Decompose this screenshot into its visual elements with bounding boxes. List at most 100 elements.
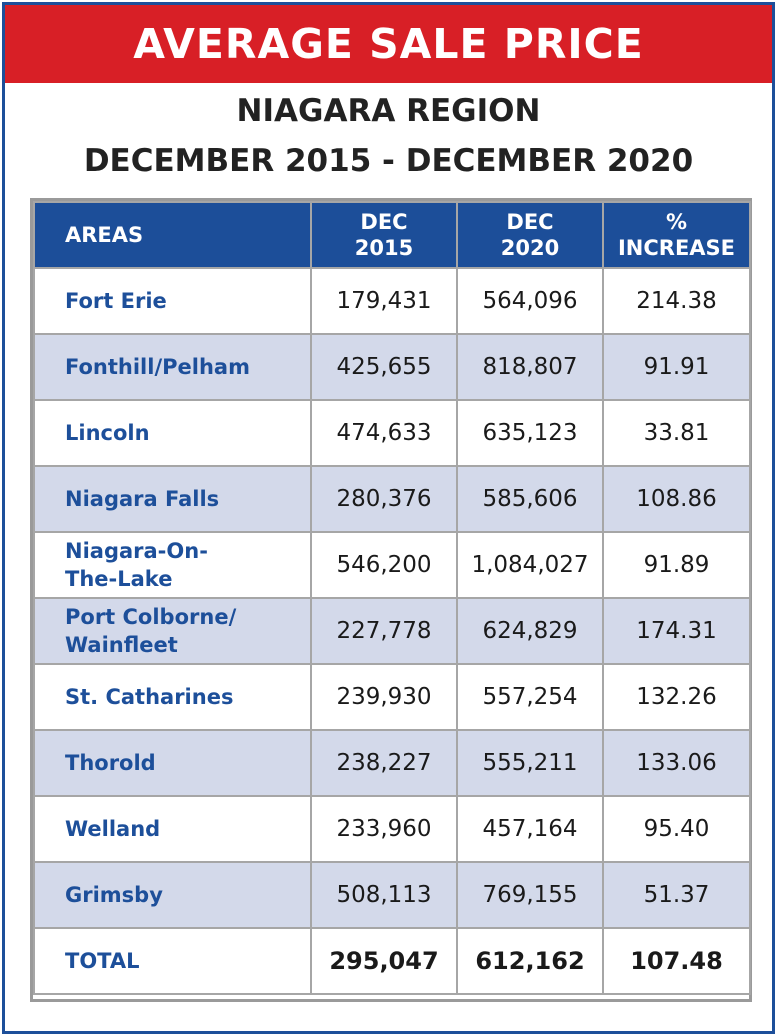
percent-increase-value: 214.38 (636, 288, 717, 314)
price-table: AREAS DEC 2015 DEC 2020 % INCREASE (33, 201, 751, 995)
dec-2015-value-cell: 233,960 (310, 795, 458, 863)
dec-2015-value-cell: 239,930 (310, 663, 458, 731)
dec-2015-value: 239,930 (336, 684, 432, 710)
title-banner: AVERAGE SALE PRICE (5, 5, 772, 83)
dec-2020-value-cell: 612,162 (456, 927, 604, 995)
dec-2020-value: 457,164 (482, 816, 578, 842)
area-name: Niagara-On- (65, 539, 208, 563)
percent-increase-value-cell: 174.31 (602, 597, 751, 665)
dec-2015-value: 474,633 (336, 420, 432, 446)
table-row: Lincoln 474,633 635,123 33.81 (33, 399, 751, 467)
percent-increase-value: 91.91 (643, 354, 710, 380)
area-name-cell: Lincoln (33, 399, 312, 467)
area-name-cell: Thorold (33, 729, 312, 797)
dec-2015-value: 238,227 (336, 750, 432, 776)
area-name-cell: Niagara-On- The-Lake (33, 531, 312, 599)
dec-2015-value-cell: 238,227 (310, 729, 458, 797)
percent-increase-value-cell: 51.37 (602, 861, 751, 929)
area-name: Wainfleet (65, 633, 178, 657)
header-areas-label: AREAS (65, 223, 144, 247)
area-name-cell: Fonthill/Pelham (33, 333, 312, 401)
dec-2020-value: 635,123 (482, 420, 578, 446)
dec-2020-value-cell: 457,164 (456, 795, 604, 863)
subtitle-date-range: DECEMBER 2015 - DECEMBER 2020 (83, 143, 694, 179)
percent-increase-value-cell: 214.38 (602, 267, 751, 335)
dec-2020-value-cell: 564,096 (456, 267, 604, 335)
area-name-cell: Port Colborne/Wainfleet (33, 597, 312, 665)
table-total-row: TOTAL 295,047 612,162 107.48 (33, 927, 751, 995)
dec-2015-value-cell: 508,113 (310, 861, 458, 929)
area-name: Thorold (65, 751, 156, 775)
dec-2020-value: 612,162 (475, 947, 585, 975)
dec-2020-value-cell: 624,829 (456, 597, 604, 665)
percent-increase-value: 174.31 (636, 618, 717, 644)
dec-2020-value-cell: 1,084,027 (456, 531, 604, 599)
dec-2015-value: 280,376 (336, 486, 432, 512)
area-name: Port Colborne/ (65, 605, 237, 629)
header-line: 2020 (500, 236, 560, 260)
dec-2015-value: 425,655 (336, 354, 432, 380)
header-line: DEC (360, 210, 408, 234)
percent-increase-value-cell: 132.26 (602, 663, 751, 731)
table-row: Niagara Falls 280,376 585,606 108.86 (33, 465, 751, 533)
header-percent-increase: % INCREASE (602, 201, 751, 269)
area-name: Lincoln (65, 421, 150, 445)
dec-2020-value: 585,606 (482, 486, 578, 512)
percent-increase-value-cell: 91.89 (602, 531, 751, 599)
dec-2020-value: 564,096 (482, 288, 578, 314)
dec-2020-value: 1,084,027 (471, 552, 589, 578)
header-line: INCREASE (617, 236, 736, 260)
dec-2015-value-cell: 546,200 (310, 531, 458, 599)
dec-2015-value-cell: 280,376 (310, 465, 458, 533)
area-name-cell: Niagara Falls (33, 465, 312, 533)
table-row: Welland 233,960 457,164 95.40 (33, 795, 751, 863)
dec-2020-value: 818,807 (482, 354, 578, 380)
area-name-cell: Fort Erie (33, 267, 312, 335)
dec-2015-value: 179,431 (336, 288, 432, 314)
percent-increase-value: 107.48 (630, 947, 723, 975)
area-name-cell: Welland (33, 795, 312, 863)
table-body: Fort Erie 179,431 564,096 214.38 Fonthill/Pe… (33, 267, 751, 995)
table-row: Grimsby 508,113 769,155 51.37 (33, 861, 751, 929)
dec-2015-value: 546,200 (336, 552, 432, 578)
area-name: The-Lake (65, 567, 173, 591)
dec-2015-value-cell: 295,047 (310, 927, 458, 995)
dec-2015-value-cell: 425,655 (310, 333, 458, 401)
dec-2015-value-cell: 179,431 (310, 267, 458, 335)
area-name: TOTAL (65, 949, 140, 973)
area-name: Niagara Falls (65, 487, 220, 511)
percent-increase-value: 51.37 (643, 882, 710, 908)
dec-2015-value: 295,047 (329, 947, 439, 975)
percent-increase-value-cell: 91.91 (602, 333, 751, 401)
percent-increase-value: 91.89 (643, 552, 710, 578)
dec-2020-value-cell: 818,807 (456, 333, 604, 401)
dec-2015-value-cell: 474,633 (310, 399, 458, 467)
area-name: St. Catharines (65, 685, 234, 709)
table-header-row: AREAS DEC 2015 DEC 2020 % INCREASE (33, 201, 751, 269)
dec-2020-value: 624,829 (482, 618, 578, 644)
percent-increase-value-cell: 33.81 (602, 399, 751, 467)
table-row: Thorold 238,227 555,211 133.06 (33, 729, 751, 797)
table-row: St. Catharines 239,930 557,254 132.26 (33, 663, 751, 731)
dec-2020-value: 555,211 (482, 750, 578, 776)
area-name-cell: St. Catharines (33, 663, 312, 731)
area-name: Grimsby (65, 883, 163, 907)
dec-2015-value: 508,113 (336, 882, 432, 908)
dec-2020-value: 769,155 (482, 882, 578, 908)
subtitle-region: NIAGARA REGION (236, 93, 541, 129)
area-name: Fort Erie (65, 289, 167, 313)
area-name-cell: Grimsby (33, 861, 312, 929)
table-row: Fonthill/Pelham 425,655 818,807 91.91 (33, 333, 751, 401)
page-title: AVERAGE SALE PRICE (133, 20, 644, 68)
table-row: Niagara-On- The-Lake 546,200 1,084,027 91.89 (33, 531, 751, 599)
header-line: % (665, 210, 688, 234)
percent-increase-value-cell: 107.48 (602, 927, 751, 995)
percent-increase-value: 33.81 (643, 420, 710, 446)
table-row: Port Colborne/Wainfleet 227,778 624,829 174… (33, 597, 751, 665)
dec-2020-value-cell: 585,606 (456, 465, 604, 533)
header-line: 2015 (354, 236, 414, 260)
area-name: Fonthill/Pelham (65, 355, 250, 379)
header-dec-2020: DEC 2020 (456, 201, 604, 269)
dec-2020-value-cell: 769,155 (456, 861, 604, 929)
